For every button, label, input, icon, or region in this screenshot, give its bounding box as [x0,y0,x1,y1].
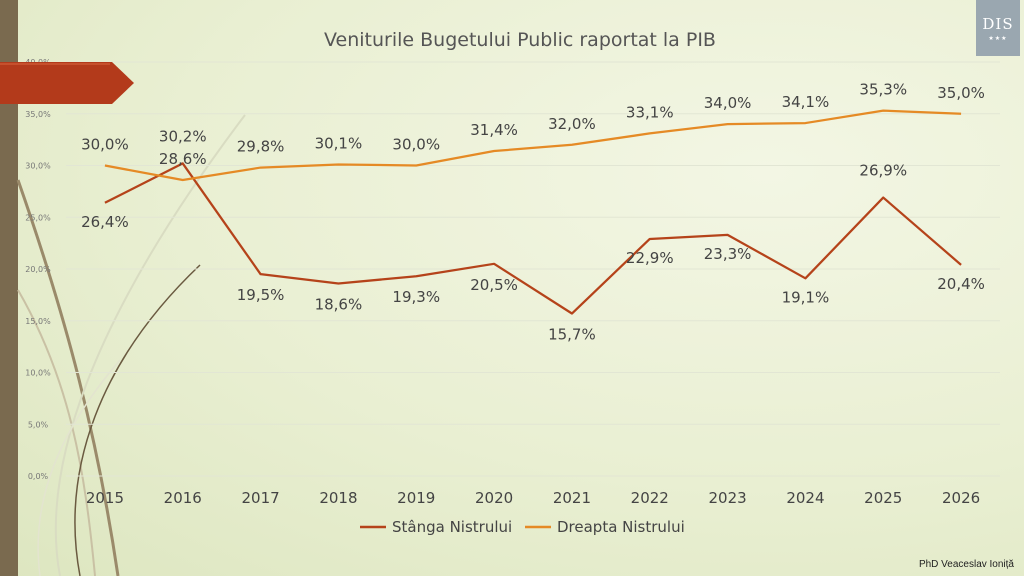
data-label: 20,4% [937,275,985,293]
x-tick-label: 2024 [786,489,824,507]
data-label-layer: 26,4% 30,2% 19,5% 18,6% 19,3% 20,5% 15,7% 22,9%… [81,81,985,344]
legend-label: Dreapta Nistrului [557,518,685,536]
data-label: 34,1% [782,93,830,111]
x-tick-label: 2018 [319,489,357,507]
data-label: 30,0% [81,136,129,154]
data-label: 34,0% [704,94,752,112]
series-layer [104,109,962,315]
data-label: 31,4% [470,121,518,139]
red-arrow-banner [0,62,134,104]
data-label: 30,1% [315,134,363,152]
series-line-dreapta-nistrului [104,109,962,182]
y-axis: 0,0%5,0%10,0%15,0%20,0%25,0%30,0%35,0%40… [25,58,51,481]
data-label: 20,5% [470,276,518,294]
x-tick-label: 2023 [708,489,746,507]
data-label: 18,6% [315,295,363,313]
y-tick-label: 0,0% [28,472,49,481]
data-label: 29,8% [237,138,285,156]
x-tick-label: 2019 [397,489,435,507]
x-tick-label: 2025 [864,489,902,507]
data-label: 30,0% [392,136,440,154]
data-label: 19,5% [237,286,285,304]
decorative-swoosh [16,114,246,576]
data-label: 33,1% [626,103,674,121]
data-label: 32,0% [548,115,596,133]
chart-title: Veniturile Bugetului Public raportat la … [324,29,716,51]
data-label: 19,3% [392,288,440,306]
data-label: 19,1% [782,288,830,306]
data-label: 22,9% [626,249,674,267]
x-axis: 2015 2016 2017 2018 2019 2020 2021 2022 2023 2024… [86,489,980,507]
logo: DIS ★★★ [976,0,1020,56]
author-footer: PhD Veaceslav Ioniță [918,559,1014,570]
y-tick-label: 30,0% [25,162,51,171]
x-tick-label: 2016 [164,489,202,507]
legend-label: Stânga Nistrului [392,518,512,536]
y-tick-label: 10,0% [25,369,51,378]
data-label: 35,3% [859,81,907,99]
y-tick-label: 5,0% [28,420,49,429]
x-tick-label: 2017 [241,489,279,507]
data-label: 28,6% [159,150,207,168]
y-tick-label: 15,0% [25,317,51,326]
series-line-stanga-nistrului [104,162,962,315]
x-tick-label: 2020 [475,489,513,507]
x-tick-label: 2021 [553,489,591,507]
data-label: 30,2% [159,127,207,145]
data-label: 15,7% [548,326,596,344]
grid-layer [66,61,1000,477]
left-decor-bar [0,0,18,576]
y-tick-label: 35,0% [25,110,51,119]
data-label: 26,9% [859,162,907,180]
y-tick-label: 25,0% [25,213,51,222]
x-tick-label: 2022 [631,489,669,507]
data-label: 23,3% [704,245,752,263]
x-tick-label: 2015 [86,489,124,507]
logo-stars-icon: ★★★ [988,34,1008,42]
data-label: 35,0% [937,84,985,102]
logo-text: DIS [982,14,1014,33]
x-tick-label: 2026 [942,489,980,507]
legend: Stânga Nistrului Dreapta Nistrului [360,518,685,536]
data-label: 26,4% [81,213,129,231]
y-tick-label: 20,0% [25,265,51,274]
